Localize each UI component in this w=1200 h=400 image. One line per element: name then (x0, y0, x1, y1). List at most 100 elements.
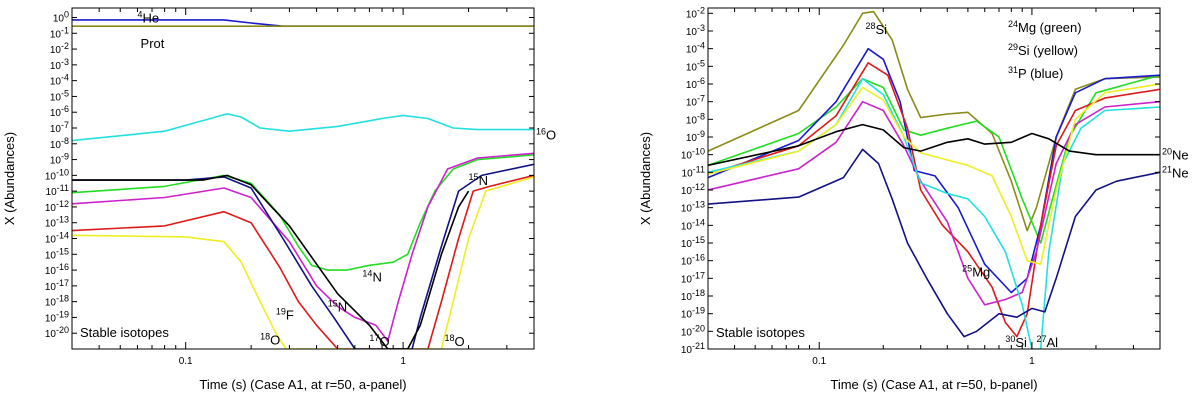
y-tick-label-base: 10 (50, 124, 62, 135)
y-tick-label-base: 10 (686, 80, 698, 91)
stable-isotopes-label: Stable isotopes (80, 325, 169, 340)
y-tick-label-base: 10 (681, 204, 693, 215)
y-tick-label: 10-9 (50, 152, 69, 167)
x-tick-label: 0.1 (812, 356, 826, 367)
isotope-label-18o-mass: 18 (444, 333, 454, 343)
y-tick-label-base: 10 (45, 313, 57, 324)
y-tick-label-base: 10 (45, 219, 57, 230)
y-tick-label-exp: -21 (692, 341, 705, 351)
isotope-label-14n: 14N (362, 268, 381, 284)
y-tick-label-base: 10 (50, 108, 62, 119)
isotope-label-27al-element: Al (1046, 335, 1058, 350)
y-tick-label-exp: -6 (697, 76, 705, 86)
y-tick-label-base: 10 (50, 77, 62, 88)
y-tick-label-base: 10 (681, 257, 693, 268)
y-tick-label-exp: -2 (697, 5, 705, 15)
y-tick-label-base: 10 (681, 151, 693, 162)
isotope-label-30si: 30Si (1005, 334, 1027, 350)
y-tick-label-exp: -4 (697, 41, 705, 51)
y-tick-label: 10-20 (681, 323, 705, 338)
y-tick-label: 10-1 (50, 25, 69, 40)
legend-note-31-mass: 31 (1008, 65, 1018, 75)
y-tick-label: 10-13 (45, 215, 69, 230)
y-tick-label: 10-12 (45, 199, 69, 214)
y-tick-label-base: 10 (682, 168, 694, 179)
series-cyan (708, 77, 1160, 349)
isotope-label-16o: 16O (536, 126, 556, 142)
isotope-label-17o: 17O (369, 333, 389, 349)
series-black (72, 174, 470, 349)
isotope-label-15n: 15N (328, 298, 347, 314)
isotope-label-20ne-mass: 20 (1162, 147, 1172, 157)
y-tick-label: 10-15 (45, 246, 69, 261)
y-tick-label-exp: -18 (692, 288, 705, 298)
y-tick-label-exp: -7 (61, 120, 69, 130)
y-tick-label-base: 10 (45, 329, 57, 340)
isotope-label-18o: 18O (444, 333, 464, 349)
y-tick-label: 10-16 (45, 262, 69, 277)
y-tick-label: 10-9 (686, 129, 705, 144)
y-tick-label: 10-14 (681, 217, 705, 232)
y-tick-label: 10-7 (686, 94, 705, 109)
y-tick-label-base: 10 (681, 274, 693, 285)
series-group (708, 10, 1160, 349)
y-tick-label: 10-21 (681, 341, 705, 356)
y-tick-label-exp: -19 (692, 306, 705, 316)
y-tick-label-exp: -18 (56, 294, 69, 304)
isotope-label-30si-element: Si (1015, 335, 1027, 350)
y-tick-label-base: 10 (50, 45, 62, 56)
y-tick-label-exp: -8 (61, 136, 69, 146)
series-31p (708, 47, 1160, 294)
y-tick-label-base: 10 (50, 140, 62, 151)
y-tick-label: 10-18 (681, 288, 705, 303)
y-tick-label-base: 10 (681, 292, 693, 303)
isotope-label-21ne-mass: 21 (1162, 164, 1172, 174)
legend-note-31: 31P (blue) (1008, 65, 1063, 81)
series-15n (72, 152, 534, 342)
isotope-label-19f-mass: 19 (276, 306, 286, 316)
x-axis-label: Time (s) (Case A1, at r=50, b-panel) (830, 377, 1037, 392)
y-axis-label: X (Abundances) (2, 132, 17, 225)
panel-a: 10010-110-210-310-410-510-610-710-810-91… (2, 7, 556, 392)
y-tick-label-base: 10 (53, 14, 65, 25)
y-tick-label: 10-2 (50, 41, 69, 56)
y-tick-label: 10-11 (46, 183, 69, 198)
y-tick-label: 100 (53, 10, 69, 25)
series-24mg (708, 74, 1160, 244)
y-tick-label-base: 10 (681, 345, 693, 356)
y-tick-label-base: 10 (681, 221, 693, 232)
legend-note-24-element: Mg (green) (1018, 20, 1082, 35)
y-tick-label-exp: -2 (61, 41, 69, 51)
y-tick-label: 10-10 (681, 147, 705, 162)
y-tick-label: 10-17 (45, 278, 69, 293)
isotope-label-25mg-mass: 25 (962, 263, 972, 273)
series-16o (72, 113, 534, 142)
x-tick-label: 1 (1029, 356, 1035, 367)
isotope-label-15n-mass: 15 (469, 172, 479, 182)
x-axis-label: Time (s) (Case A1, at r=50, a-panel) (199, 377, 406, 392)
y-tick-label-exp: -12 (56, 199, 69, 209)
isotope-label-18o: 18O (260, 332, 280, 348)
series-red (708, 61, 1160, 338)
plot-frame (71, 7, 535, 350)
y-tick-label-exp: -11 (57, 183, 69, 193)
legend-note-24: 24Mg (green) (1008, 19, 1082, 35)
isotope-label-28si-element: Si (875, 22, 887, 37)
isotope-label-27al: 27Al (1036, 334, 1058, 350)
y-tick-label-exp: -13 (56, 215, 69, 225)
isotope-label-20ne: 20Ne (1162, 147, 1189, 163)
y-tick-label-base: 10 (45, 171, 57, 182)
series-group (72, 19, 534, 349)
isotope-label-15n-element: N (338, 299, 347, 314)
isotope-label-4he-mass: 4 (137, 10, 142, 20)
isotope-label-prot: Prot (141, 36, 165, 51)
y-tick-label-exp: -1 (61, 25, 69, 35)
y-tick-label: 10-6 (50, 104, 69, 119)
series-29si (708, 83, 1160, 266)
y-tick-label: 10-17 (681, 270, 705, 285)
y-tick-label: 10-2 (686, 5, 705, 20)
y-tick-label-base: 10 (686, 133, 698, 144)
y-tick-label-exp: -12 (692, 182, 705, 192)
y-tick-label-base: 10 (50, 92, 62, 103)
